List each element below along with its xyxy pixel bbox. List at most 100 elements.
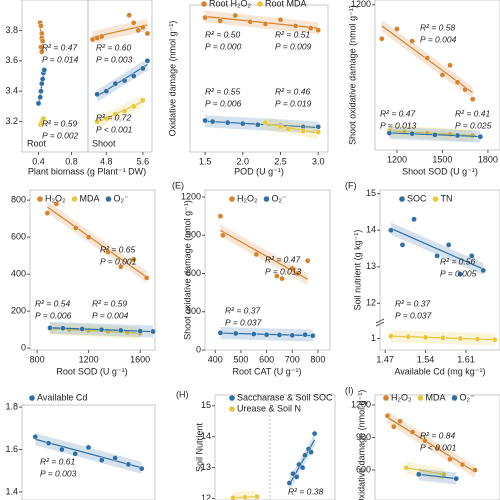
annotation: P = 0.004 — [92, 310, 129, 320]
legend-label: TN — [441, 193, 453, 203]
annotation: R² = 0.47 — [265, 254, 300, 264]
data-point — [302, 452, 308, 459]
annotation: P = 0.003 — [96, 54, 133, 64]
annotation: R² = 0.50 — [205, 29, 240, 39]
annotation: R² = 0.59 — [92, 298, 127, 308]
annotation: R² = 0.61 — [40, 456, 75, 466]
y-tick-label: 1200 — [351, 399, 371, 409]
data-point — [447, 62, 453, 69]
legend-label: H₂O₂ — [391, 392, 412, 402]
data-point — [39, 80, 45, 87]
data-point — [277, 124, 284, 130]
data-point — [118, 327, 124, 334]
data-point — [35, 100, 42, 107]
y-tick-label: 1.6 — [5, 444, 18, 454]
plot-frame — [379, 189, 500, 351]
data-point — [445, 242, 452, 248]
legend-label: MDA — [80, 193, 100, 203]
x-axis-label: Available Cd (mg kg⁻¹) — [394, 366, 485, 376]
legend-label: Urease & Soil N — [237, 403, 301, 413]
data-point — [72, 225, 79, 231]
x-tick-label: 1800 — [478, 154, 498, 164]
legend-swatch — [257, 1, 263, 7]
y-tick-label: 400 — [11, 269, 26, 279]
data-point — [39, 38, 46, 44]
y-tick-label: 13 — [201, 462, 211, 472]
data-point — [415, 471, 422, 478]
annotation: R² = 0.55 — [205, 86, 240, 96]
y-tick-label: 1.4 — [5, 486, 18, 496]
y-tick-label: 14 — [201, 431, 211, 441]
trend-line — [35, 438, 142, 469]
data-point — [118, 263, 124, 270]
data-point — [454, 132, 461, 139]
legend-swatch — [229, 406, 235, 412]
annotation: P = 0.019 — [275, 98, 312, 108]
data-point — [85, 234, 92, 240]
data-point — [103, 88, 110, 94]
annotation: R² = 0.47 — [380, 108, 415, 118]
data-point — [453, 475, 460, 482]
data-point — [462, 86, 468, 93]
data-point — [209, 118, 216, 125]
data-point — [253, 251, 260, 258]
legend-swatch — [263, 196, 270, 202]
data-point — [126, 12, 132, 19]
annotation: R² = 0.38 — [288, 486, 323, 496]
data-point — [440, 335, 446, 341]
x-tick-label: 700 — [285, 354, 300, 364]
x-tick-label: 1.61 — [457, 354, 475, 364]
data-point — [53, 201, 60, 207]
y-axis-label: Soil Nutrient — [194, 422, 204, 472]
data-point — [37, 94, 43, 101]
legend-swatch — [451, 395, 458, 401]
x-tick-label: 800 — [310, 354, 325, 364]
y-tick-label: 15 — [366, 188, 376, 198]
data-point — [150, 328, 156, 335]
data-point — [143, 275, 150, 281]
data-point — [103, 115, 110, 122]
legend-swatch — [29, 395, 35, 401]
y-tick-label: 14 — [366, 225, 376, 235]
data-point — [217, 329, 224, 336]
y-tick-label: 3.4 — [5, 86, 18, 96]
data-point — [439, 72, 446, 78]
data-point — [469, 96, 476, 102]
data-point — [232, 12, 239, 19]
data-point — [457, 271, 463, 277]
x-tick-label: 1200 — [387, 154, 407, 164]
annotation: R² = 0.59 — [42, 118, 77, 128]
legend-label: O₂⁻ — [114, 193, 129, 203]
annotation: P = 0.006 — [35, 310, 72, 320]
data-point — [384, 413, 391, 419]
data-point — [424, 55, 431, 61]
data-point — [307, 25, 314, 31]
panel-label: (I) — [345, 385, 354, 395]
data-point — [409, 38, 415, 44]
legend-label: Saccharase & Soil SOC — [237, 392, 333, 402]
data-point — [59, 446, 65, 453]
data-point — [422, 334, 429, 341]
data-point — [202, 14, 208, 21]
data-point — [474, 336, 481, 342]
annotation: R² = 0.37 — [225, 305, 260, 315]
data-point — [94, 118, 100, 125]
legend-swatch — [383, 395, 389, 401]
legend-swatch — [229, 395, 235, 401]
x-axis-label: POD (U g⁻¹) — [234, 166, 284, 176]
legend-swatch — [399, 196, 405, 202]
y-tick-label: 1200 — [351, 0, 371, 9]
trend-line — [406, 467, 444, 475]
trend-line — [220, 229, 308, 280]
plot-frame — [21, 0, 89, 153]
data-point — [247, 18, 254, 25]
legend-swatch — [201, 1, 207, 7]
legend-swatch — [71, 196, 78, 202]
panel-label: Root — [27, 138, 47, 148]
data-point — [397, 418, 403, 425]
x-tick-label: 1.5 — [199, 156, 212, 166]
data-point — [290, 470, 296, 477]
data-point — [422, 437, 428, 444]
